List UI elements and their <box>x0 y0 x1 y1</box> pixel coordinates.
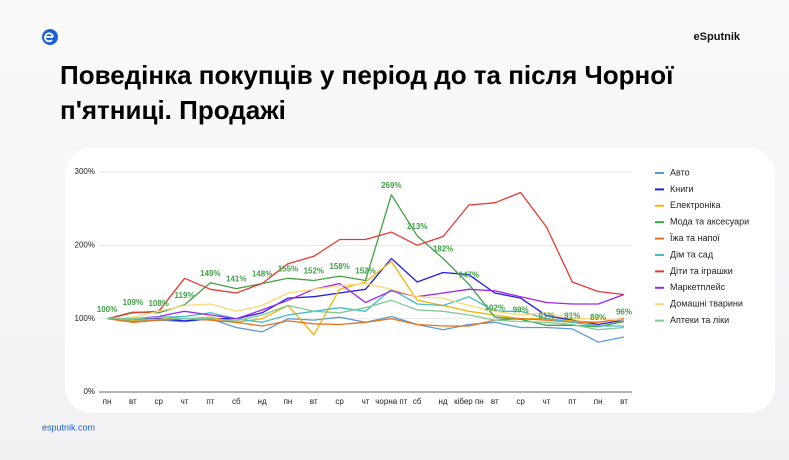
x-tick-label: кібер пн <box>454 397 484 406</box>
data-label: 119% <box>175 291 195 300</box>
y-tick-label: 200% <box>75 240 95 249</box>
data-label: 213% <box>407 222 427 231</box>
series-line <box>106 194 625 328</box>
x-tick-label: чорна пт <box>375 397 407 406</box>
brand: eSputnik <box>694 31 741 43</box>
x-tick-label: пт <box>568 397 576 406</box>
x-tick-label: ср <box>335 397 344 406</box>
x-tick-label: чт <box>543 397 551 406</box>
legend-label: Електроніка <box>670 200 721 210</box>
chart-title: Поведінка покупців у період до та після … <box>60 60 674 125</box>
data-label: 89% <box>590 313 606 322</box>
x-tick-label: ср <box>516 397 525 406</box>
legend-label: Діти та іграшки <box>670 266 733 276</box>
x-tick-label: вт <box>620 397 628 406</box>
legend-label: Книги <box>670 184 694 194</box>
data-label: 152% <box>355 267 375 276</box>
data-label: 149% <box>200 269 220 278</box>
data-label: 182% <box>433 245 453 254</box>
series-line <box>106 191 625 320</box>
series-line <box>107 282 625 320</box>
data-label: 155% <box>278 264 298 273</box>
data-label: 147% <box>459 270 479 279</box>
x-tick-label: нд <box>258 397 267 406</box>
data-label: 158% <box>329 262 349 271</box>
x-tick-label: ср <box>154 397 163 406</box>
x-tick-label: пн <box>103 397 112 406</box>
x-tick-label: вт <box>491 397 499 406</box>
legend-label: Дім та сад <box>670 249 714 259</box>
x-tick-label: вт <box>310 397 318 406</box>
legend-label: Їжа та напої <box>670 233 720 243</box>
y-tick-label: 0% <box>83 387 95 396</box>
series-line <box>107 288 624 327</box>
series-line <box>106 282 625 321</box>
data-label: 102% <box>485 303 505 312</box>
x-tick-label: чт <box>181 397 189 406</box>
legend-label: Авто <box>670 167 690 177</box>
x-tick-label: нд <box>439 397 448 406</box>
y-tick-label: 300% <box>75 167 95 176</box>
footer: esputnik.com <box>42 422 95 432</box>
legend-label: Мода та аксесуари <box>670 217 749 227</box>
legend-label: Домашні тварини <box>670 299 743 309</box>
legend-label: Маркетплейс <box>670 282 726 292</box>
x-tick-label: пн <box>284 397 293 406</box>
data-label: 108% <box>148 299 168 308</box>
data-label: 109% <box>123 298 143 307</box>
x-tick-label: сб <box>413 397 422 406</box>
y-tick-label: 100% <box>75 314 95 323</box>
legend-label: Аптеки та ліки <box>670 315 729 325</box>
x-tick-label: сб <box>232 397 241 406</box>
series-line <box>106 257 625 326</box>
data-label: 148% <box>252 270 272 279</box>
data-label: 141% <box>226 275 246 284</box>
x-tick-label: пн <box>594 397 603 406</box>
data-label: 91% <box>538 311 554 320</box>
x-tick-label: вт <box>129 397 137 406</box>
x-tick-label: чт <box>362 397 370 406</box>
data-label: 91% <box>564 311 580 320</box>
data-label: 269% <box>381 181 401 190</box>
data-label: 96% <box>616 308 632 317</box>
data-label: 152% <box>304 267 324 276</box>
logo <box>42 29 58 45</box>
data-label: 100% <box>97 305 117 314</box>
data-label: 99% <box>513 306 529 315</box>
series-line <box>107 299 625 331</box>
x-tick-label: пт <box>206 397 214 406</box>
